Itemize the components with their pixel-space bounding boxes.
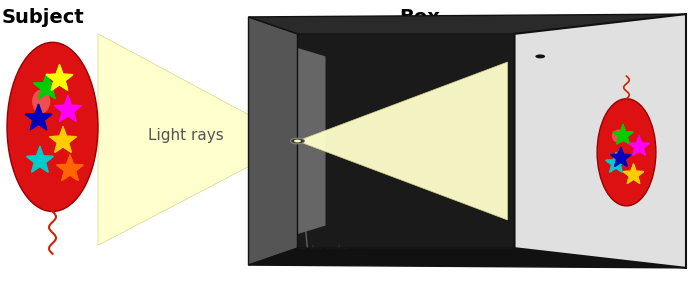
Ellipse shape [42,85,49,93]
Ellipse shape [32,90,50,113]
Polygon shape [27,147,53,172]
Text: Hole in the  box: Hole in the box [253,245,363,259]
Text: Upside down image: Upside down image [458,250,626,265]
Polygon shape [248,17,298,265]
Polygon shape [50,127,76,152]
Text: Screen: Screen [629,14,682,29]
Polygon shape [298,34,514,248]
Polygon shape [57,155,83,180]
Polygon shape [55,96,81,121]
Polygon shape [248,14,686,34]
Polygon shape [98,34,298,245]
Polygon shape [514,14,686,268]
Ellipse shape [597,99,656,206]
Circle shape [294,140,301,142]
Polygon shape [34,74,60,99]
Polygon shape [298,62,508,220]
Text: Light rays: Light rays [148,128,223,143]
Polygon shape [248,248,686,268]
Polygon shape [606,153,626,172]
Ellipse shape [612,129,626,143]
Polygon shape [613,125,633,144]
Polygon shape [611,147,631,166]
Polygon shape [624,164,643,183]
Circle shape [290,138,304,144]
Circle shape [536,54,545,58]
Polygon shape [46,65,73,90]
Polygon shape [298,48,326,234]
Polygon shape [629,136,649,155]
Text: Box: Box [400,8,440,27]
Ellipse shape [7,42,98,212]
Polygon shape [25,105,52,130]
Text: Subject: Subject [1,8,84,27]
